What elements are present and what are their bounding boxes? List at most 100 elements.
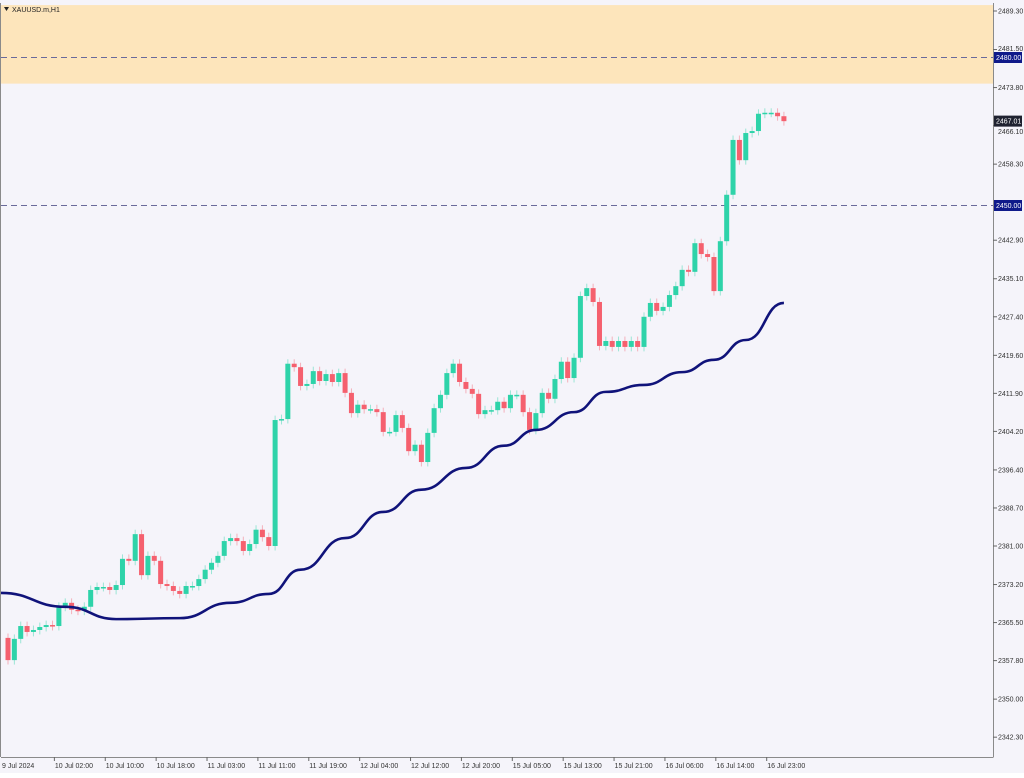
candle-body-bull xyxy=(603,340,609,346)
candle-body-bear xyxy=(151,555,157,561)
candle-body-bear xyxy=(399,415,405,428)
candle xyxy=(616,336,622,352)
x-tick-label: 9 Jul 2024 xyxy=(2,763,34,770)
candle xyxy=(310,366,316,389)
x-tick-label: 10 Jul 18:00 xyxy=(157,763,195,770)
candle xyxy=(43,620,49,632)
candle xyxy=(444,368,450,400)
candle-body-bull xyxy=(247,544,253,551)
y-tick-label: 2396.40 xyxy=(998,467,1023,474)
candle-body-bull xyxy=(393,415,399,432)
x-tick-label: 15 Jul 05:00 xyxy=(513,763,551,770)
candle-body-bull xyxy=(100,587,106,589)
candle xyxy=(724,190,730,246)
candle xyxy=(507,390,513,413)
current-price-text: 2467.01 xyxy=(996,119,1021,126)
candle-body-bull xyxy=(189,586,195,588)
candle xyxy=(342,368,348,398)
candle-body-bear xyxy=(736,139,742,161)
candle xyxy=(62,598,68,612)
candle-body-bull xyxy=(724,194,730,242)
y-tick-label: 2411.90 xyxy=(998,391,1023,398)
price-level-tag-text: 2480.00 xyxy=(996,55,1021,62)
candle-body-bear xyxy=(139,534,145,576)
candle xyxy=(469,384,475,399)
candle-body-bull xyxy=(30,629,36,632)
candle xyxy=(368,404,374,414)
candle-body-bear xyxy=(158,560,164,585)
candle-body-bull xyxy=(558,361,564,380)
price-axis: 2489.30 2481.50 2473.80 2466.10 2458.30 2442.… xyxy=(993,9,1023,742)
candle xyxy=(387,427,393,437)
candle-body-bear xyxy=(5,637,11,661)
candle-body-bull xyxy=(132,534,138,561)
candle-body-bear xyxy=(348,392,354,414)
y-tick-label: 2435.10 xyxy=(998,276,1023,283)
candle xyxy=(755,109,761,136)
candle xyxy=(501,397,507,413)
candle-body-bull xyxy=(628,340,634,347)
candle-body-bull xyxy=(323,374,329,382)
candle xyxy=(272,415,278,551)
candle xyxy=(437,390,443,413)
candle xyxy=(291,359,297,372)
candle xyxy=(126,554,132,566)
candle xyxy=(361,400,367,414)
candle xyxy=(88,585,94,612)
candle-body-bear xyxy=(469,388,475,394)
candle-body-bull xyxy=(431,408,437,433)
x-tick-label: 11 Jul 03:00 xyxy=(208,763,246,770)
candle-body-bull xyxy=(450,363,456,374)
candle-body-bull xyxy=(304,383,310,386)
candle-body-bull xyxy=(11,638,17,661)
candle-body-bear xyxy=(546,392,552,399)
candle-body-bull xyxy=(755,113,761,132)
candle xyxy=(762,108,768,119)
candle xyxy=(139,529,145,580)
candle xyxy=(399,410,405,433)
candle-body-bear xyxy=(654,302,660,311)
x-tick-label: 12 Jul 20:00 xyxy=(462,763,500,770)
candle xyxy=(628,336,634,352)
candle-body-bear xyxy=(406,427,412,452)
candle xyxy=(539,388,545,418)
candle-body-bull xyxy=(412,444,418,452)
candle-body-bull xyxy=(495,401,501,411)
candle-body-bull xyxy=(183,586,189,594)
candle xyxy=(393,410,399,437)
candle xyxy=(132,529,138,566)
candle-body-bull xyxy=(641,316,647,347)
candle xyxy=(565,357,571,383)
candle xyxy=(457,359,463,387)
candle xyxy=(183,581,189,599)
candle-body-bear xyxy=(609,340,615,347)
candle-body-bear xyxy=(317,371,323,382)
candle-body-bull xyxy=(679,269,685,287)
candle-body-bull xyxy=(717,241,723,292)
candle xyxy=(196,574,202,591)
candle xyxy=(558,357,564,384)
candle xyxy=(177,586,183,599)
candle-body-bull xyxy=(336,373,342,382)
candle xyxy=(234,533,240,546)
moving-average-line xyxy=(0,301,785,621)
dropdown-triangle-icon[interactable] xyxy=(4,7,9,11)
candle-body-bull xyxy=(119,558,125,586)
candle-body-bull xyxy=(577,296,583,358)
candle xyxy=(113,580,119,595)
candle-body-bull xyxy=(514,394,520,397)
y-tick-label: 2489.30 xyxy=(998,9,1023,16)
candle xyxy=(5,633,11,665)
y-tick-label: 2481.50 xyxy=(998,46,1023,53)
candle xyxy=(202,565,208,584)
candle xyxy=(285,359,291,424)
candle-body-bull xyxy=(571,357,577,379)
y-tick-label: 2458.30 xyxy=(998,162,1023,169)
candle xyxy=(425,428,431,467)
candle-body-bull xyxy=(666,295,672,307)
y-tick-label: 2419.60 xyxy=(998,353,1023,360)
candle xyxy=(743,128,749,165)
candle-body-bull xyxy=(145,555,151,576)
